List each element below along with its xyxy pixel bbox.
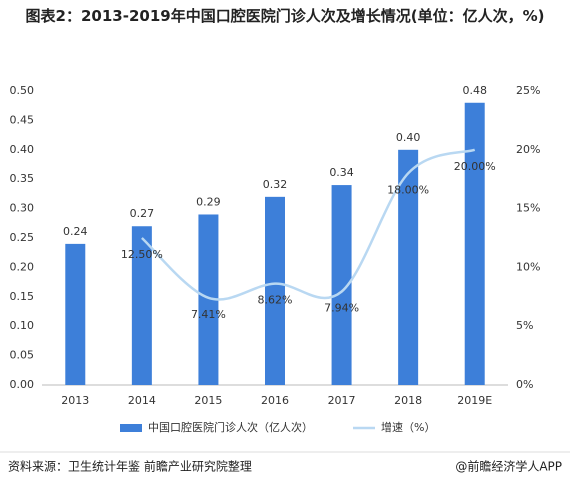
chart-title: 图表2：2013-2019年中国口腔医院门诊人次及增长情况(单位：亿人次，%): [25, 7, 545, 25]
y2-tick-label: 10%: [516, 260, 540, 273]
y-tick-label: 0.40: [10, 143, 35, 156]
bar: [398, 149, 419, 385]
y2-tick-label: 25%: [516, 84, 540, 97]
line-value-label: 18.00%: [387, 183, 429, 196]
x-tick-label: 2014: [128, 394, 156, 407]
x-tick-label: 2013: [61, 394, 89, 407]
growth-line: [141, 148, 476, 301]
legend-label: 增速（%）: [381, 420, 435, 434]
bar: [464, 102, 485, 385]
x-tick-label: 2015: [194, 394, 222, 407]
y-tick-label: 0.15: [10, 290, 35, 303]
line-value-label: 8.62%: [258, 294, 293, 307]
credit: @前瞻经济学人APP: [455, 459, 562, 474]
bar: [265, 196, 285, 385]
bar: [65, 243, 86, 385]
line-value-label: 20.00%: [454, 160, 496, 173]
y-tick-label: 0.10: [10, 319, 35, 332]
bar: [131, 226, 152, 385]
bar-value-label: 0.24: [63, 225, 88, 238]
x-tick-label: 2016: [261, 394, 289, 407]
legend-swatch: [120, 424, 142, 432]
y-tick-label: 0.25: [10, 231, 35, 244]
y-tick-label: 0.35: [10, 172, 35, 185]
y-tick-label: 0.45: [10, 113, 35, 126]
line-value-label: 12.50%: [121, 248, 163, 261]
y-tick-label: 0.05: [10, 349, 35, 362]
x-tick-label: 2018: [394, 394, 422, 407]
bar-value-label: 0.40: [396, 131, 421, 144]
y-tick-label: 0.50: [10, 84, 35, 97]
x-tick-label: 2017: [328, 394, 356, 407]
y2-tick-label: 15%: [516, 202, 540, 215]
bar: [198, 214, 219, 385]
y2-tick-label: 20%: [516, 143, 540, 156]
y2-tick-label: 5%: [516, 319, 533, 332]
source: 资料来源：卫生统计年鉴 前瞻产业研究院整理: [8, 459, 252, 474]
bar: [331, 185, 352, 385]
y-tick-label: 0.00: [10, 378, 35, 391]
line-value-label: 7.41%: [191, 308, 226, 321]
y2-tick-label: 0%: [516, 378, 533, 391]
x-tick-label: 2019E: [457, 394, 492, 407]
bar-value-label: 0.27: [130, 207, 155, 220]
legend-label: 中国口腔医院门诊人次（亿人次）: [148, 420, 313, 434]
y-tick-label: 0.20: [10, 260, 35, 273]
bar-value-label: 0.48: [462, 84, 487, 97]
bar-value-label: 0.34: [329, 166, 354, 179]
y-tick-label: 0.30: [10, 202, 35, 215]
line-value-label: 7.94%: [324, 302, 359, 315]
bar-value-label: 0.29: [196, 195, 221, 208]
bar-value-label: 0.32: [263, 178, 288, 191]
